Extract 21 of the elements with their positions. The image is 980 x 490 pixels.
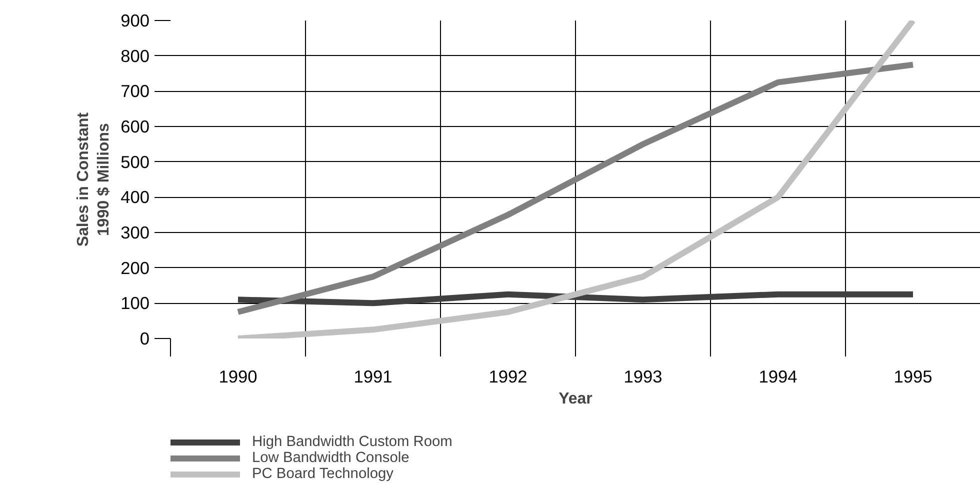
y-tick-label: 300 bbox=[120, 222, 150, 242]
y-tick-label: 600 bbox=[120, 116, 150, 136]
x-tick-label: 1991 bbox=[354, 366, 392, 386]
legend-label: Low Bandwidth Console bbox=[252, 450, 410, 466]
x-tick-label: 1993 bbox=[624, 366, 662, 386]
x-tick-label: 1994 bbox=[758, 366, 798, 386]
legend-label: High Bandwidth Custom Room bbox=[252, 434, 452, 450]
y-tick-label: 0 bbox=[140, 328, 150, 348]
y-tick-label: 100 bbox=[120, 293, 150, 314]
y-tick-label: 400 bbox=[120, 187, 150, 208]
x-axis-title: Year bbox=[558, 390, 592, 408]
x-tick-label: 1995 bbox=[894, 366, 932, 386]
y-tick-label: 800 bbox=[120, 46, 150, 66]
y-tick-label: 900 bbox=[120, 10, 150, 30]
y-tick-label: 200 bbox=[120, 258, 150, 278]
y-tick-label: 700 bbox=[120, 81, 150, 102]
x-tick-label: 1990 bbox=[218, 366, 258, 386]
y-axis-title: Sales in Constant 1990 $ Millions bbox=[75, 112, 113, 247]
x-tick-label: 1992 bbox=[488, 366, 528, 386]
legend-label: PC Board Technology bbox=[252, 466, 394, 482]
y-tick-label: 500 bbox=[120, 152, 150, 172]
